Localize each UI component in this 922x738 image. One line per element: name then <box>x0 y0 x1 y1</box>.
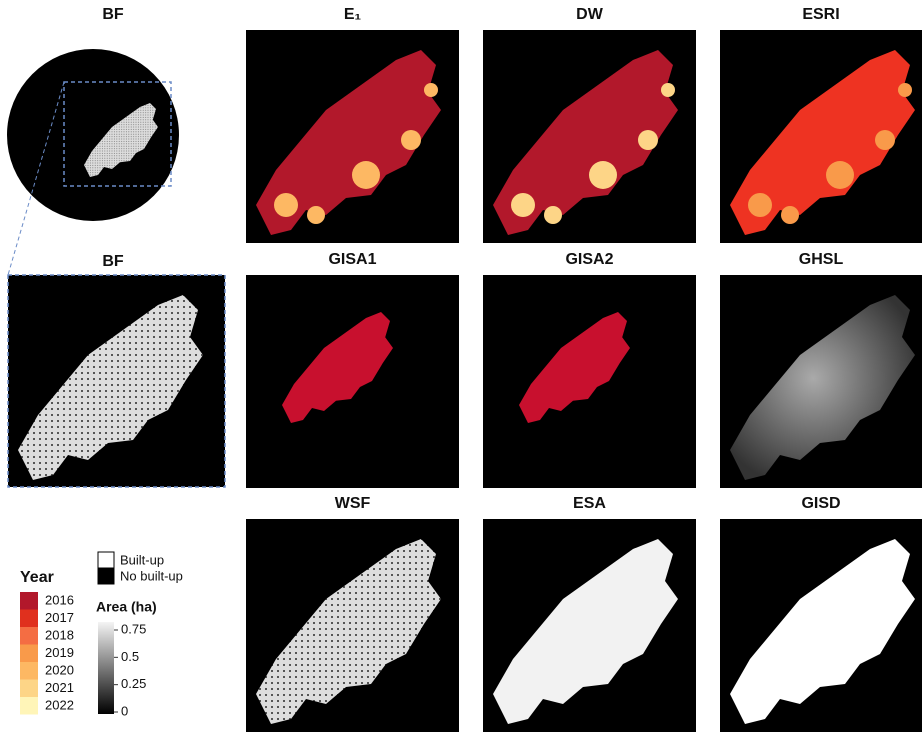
legend-title: Area (ha) <box>96 599 157 615</box>
panel-title: GISA1 <box>328 251 376 268</box>
expansion-patch <box>748 193 772 217</box>
expansion-patch <box>781 206 799 224</box>
expansion-patch <box>401 130 421 150</box>
expansion-patch <box>274 193 298 217</box>
expansion-patch <box>352 161 380 189</box>
year-swatch <box>20 645 38 663</box>
year-swatch <box>20 627 38 645</box>
legend-label: No built-up <box>120 568 183 583</box>
expansion-patch <box>638 130 658 150</box>
expansion-patch <box>826 161 854 189</box>
legend: Year Built-up No built-up Area (ha) 2016… <box>20 552 183 718</box>
expansion-patch <box>898 83 912 97</box>
map-grid: E₁ DW ESRI GISA1 GISA2 GHSL WSF ESA GISD <box>246 6 922 732</box>
year-label: 2020 <box>45 662 74 677</box>
legend-label: Built-up <box>120 552 164 567</box>
expansion-patch <box>424 83 438 97</box>
expansion-patch <box>511 193 535 217</box>
colorbar-tick-label: 0.25 <box>121 676 146 691</box>
colorbar-tick-label: 0 <box>121 703 128 718</box>
year-swatch <box>20 697 38 715</box>
panel-title: ESRI <box>802 6 839 23</box>
year-label: 2022 <box>45 697 74 712</box>
panel-title: GISA2 <box>565 251 613 268</box>
expansion-patch <box>661 83 675 97</box>
panel-title: WSF <box>335 495 371 512</box>
year-label: 2016 <box>45 592 74 607</box>
panel-title: BF <box>102 6 124 23</box>
panel-title: ESA <box>573 495 606 512</box>
panel-title: GHSL <box>799 251 844 268</box>
expansion-patch <box>307 206 325 224</box>
year-swatch <box>20 662 38 680</box>
year-label: 2021 <box>45 680 74 695</box>
year-swatch <box>20 610 38 628</box>
colorbar-tick-label: 0.75 <box>121 621 146 636</box>
panel-title: BF <box>102 253 124 270</box>
overview-map <box>7 49 179 221</box>
legend-title: Year <box>20 569 54 586</box>
expansion-patch <box>544 206 562 224</box>
panel-title: E₁ <box>344 6 362 23</box>
area-colorbar <box>98 622 114 714</box>
expansion-patch <box>875 130 895 150</box>
year-label: 2019 <box>45 645 74 660</box>
year-label: 2017 <box>45 610 74 625</box>
colorbar-tick-label: 0.5 <box>121 649 139 664</box>
panel-title: GISD <box>801 495 840 512</box>
year-swatch <box>20 592 38 610</box>
built-up-swatch <box>98 552 114 568</box>
figure: BF BF E₁ DW ESRI GISA1 GISA2 GHSL WSF ESA GISD Y… <box>0 0 922 733</box>
expansion-patch <box>589 161 617 189</box>
year-label: 2018 <box>45 627 74 642</box>
panel-title: DW <box>576 6 604 23</box>
year-swatch <box>20 680 38 698</box>
no-built-up-swatch <box>98 568 114 584</box>
